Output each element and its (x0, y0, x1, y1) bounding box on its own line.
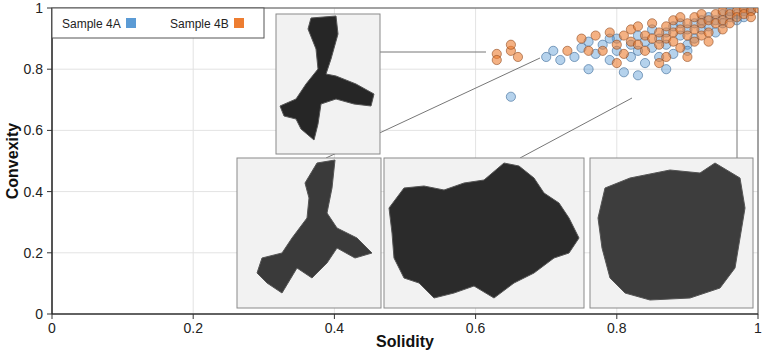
point (513, 52, 522, 61)
inset-frame (590, 158, 753, 308)
x-tick-label: 0.4 (325, 320, 345, 336)
y-axis-label: Convexity (4, 123, 21, 200)
inset-frame (237, 158, 381, 308)
point (619, 49, 628, 58)
point (506, 40, 515, 49)
x-tick-label: 0.8 (607, 320, 627, 336)
particle-image (257, 160, 372, 293)
page: {"chart_data": {"type": "scatter", "x_la… (0, 0, 762, 353)
point (506, 92, 515, 101)
grid (52, 8, 758, 314)
x-tick (475, 314, 476, 319)
series-points (506, 8, 755, 101)
point (640, 46, 649, 55)
legend: Sample 4A Sample 4B (52, 8, 264, 38)
point (704, 37, 713, 46)
x-grid-line (193, 8, 194, 314)
point (577, 34, 586, 43)
x-tick-label: 0.2 (183, 320, 203, 336)
y-tick (47, 314, 52, 315)
legend-box (52, 8, 264, 38)
y-axis-line (51, 8, 52, 314)
inset-connector (520, 98, 632, 158)
x-tick-label: 0 (48, 320, 56, 336)
point (591, 31, 600, 40)
inset-connector (737, 14, 738, 158)
point (612, 58, 621, 67)
point (556, 55, 565, 64)
legend-swatch (126, 18, 136, 28)
x-tick (193, 314, 194, 319)
x-tick-label: 1 (754, 320, 762, 336)
y-tick-label: 0.6 (24, 122, 44, 138)
inset-connector (380, 52, 486, 53)
point (633, 22, 642, 31)
point (633, 71, 642, 80)
point (492, 55, 501, 64)
x-tick (334, 314, 335, 319)
particle-image (280, 16, 374, 140)
point (655, 58, 664, 67)
y-grid-line (52, 130, 758, 131)
point (549, 46, 558, 55)
point (605, 28, 614, 37)
point (683, 52, 692, 61)
y-tick (47, 130, 52, 131)
legend-label: Sample 4A (62, 17, 121, 31)
particle-image (389, 163, 579, 298)
y-tick-label: 0 (35, 306, 43, 322)
y-tick-label: 0.4 (24, 184, 44, 200)
x-tick (52, 314, 53, 319)
plot-background (52, 8, 758, 314)
point (584, 65, 593, 74)
y-tick-label: 1 (35, 0, 43, 16)
point (584, 46, 593, 55)
points (492, 8, 758, 101)
plot-frame (52, 8, 758, 314)
point (612, 40, 621, 49)
point (753, 8, 758, 13)
point (704, 28, 713, 37)
y-tick-label: 0.2 (24, 245, 44, 261)
point (676, 43, 685, 52)
x-grid-line (52, 8, 53, 314)
y-grid-line (52, 314, 758, 315)
inset-frame (276, 14, 380, 154)
point (640, 58, 649, 67)
particle-image (598, 163, 745, 300)
y-grid-line (52, 69, 758, 70)
y-tick (47, 252, 52, 253)
point (746, 13, 755, 22)
y-tick (47, 8, 52, 9)
point (563, 46, 572, 55)
point (598, 46, 607, 55)
y-tick (47, 191, 52, 192)
point (648, 19, 657, 28)
y-tick-label: 0.8 (24, 61, 44, 77)
y-tick (47, 69, 52, 70)
legend-swatch (234, 18, 244, 28)
x-tick-label: 0.6 (466, 320, 486, 336)
x-tick (758, 314, 759, 319)
series-points (492, 8, 758, 68)
x-axis-line (52, 313, 758, 314)
inset-frame (384, 158, 584, 308)
chart: 0 0.2 0.4 0.6 0.8 1 0 0.2 0.4 0.6 0.8 1 Solidity Conv… (0, 0, 762, 353)
x-tick (616, 314, 617, 319)
point (619, 68, 628, 77)
x-axis-label: Solidity (376, 333, 434, 350)
legend-label: Sample 4B (170, 17, 229, 31)
